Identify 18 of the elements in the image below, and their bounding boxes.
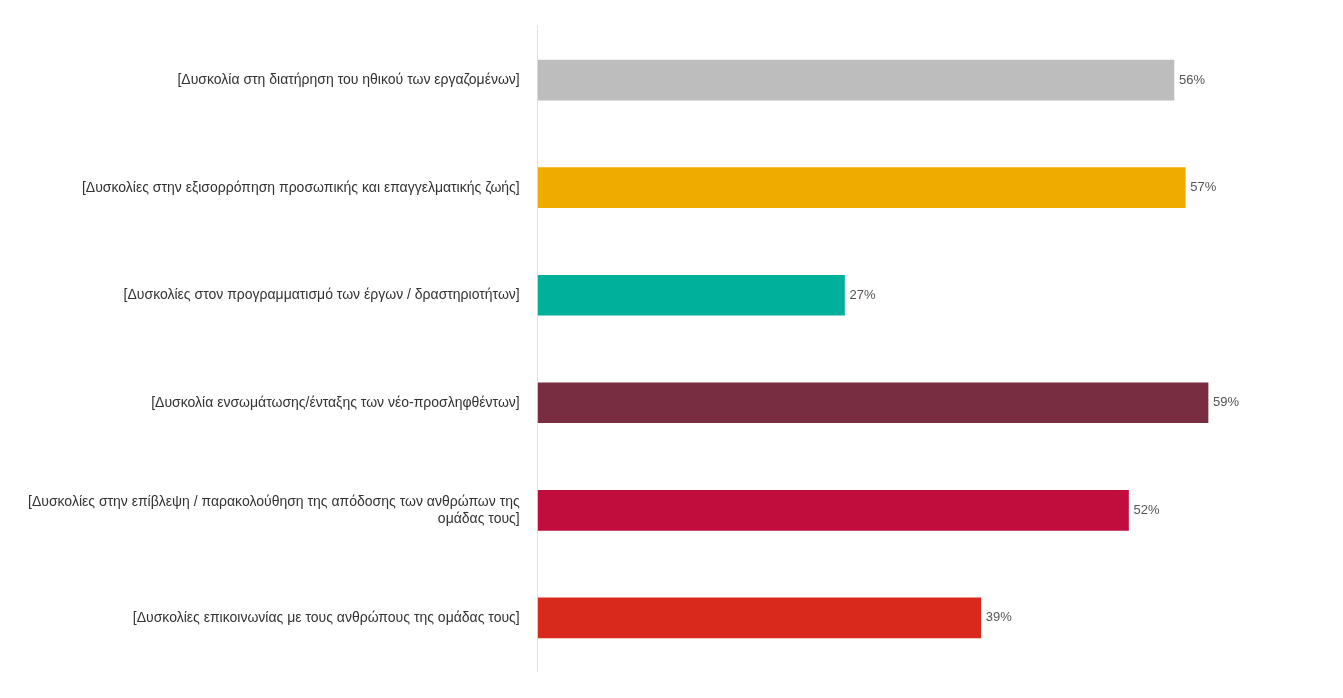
bar bbox=[537, 59, 1175, 101]
y-tick-label: [Δυσκολίες στον προγραμματισμό των έργων / δραστηριοτήτων] bbox=[123, 286, 520, 303]
y-tick-label: [Δυσκολία ενσωμάτωσης/ένταξης των νέο-προσληφθέντων] bbox=[151, 393, 520, 410]
bar bbox=[537, 489, 1129, 531]
data-label: 59% bbox=[1213, 394, 1240, 410]
data-label: 39% bbox=[985, 609, 1013, 625]
y-tick-label: [Δυσκολίες στην επίβλεψη / παρακολούθηση της απόδοσης των ανθρώπων της ομάδας τους] bbox=[28, 492, 520, 526]
y-tick-label: [Δυσκολίες επικοινωνίας με τους ανθρώπους της ομάδας τους] bbox=[132, 608, 520, 625]
data-label: 52% bbox=[1133, 501, 1160, 517]
data-label: 27% bbox=[849, 286, 876, 302]
bar bbox=[537, 597, 982, 639]
bar bbox=[537, 167, 1186, 209]
data-label: 56% bbox=[1178, 71, 1206, 87]
y-tick-label: [Δυσκολίες στην εξισορρόπηση προσωπικής και επαγγελματικής ζωής] bbox=[81, 178, 520, 195]
y-tick-label: [Δυσκολία στη διατήρηση του ηθικού των εργαζομένων] bbox=[177, 71, 520, 88]
bar bbox=[537, 382, 1209, 424]
bar bbox=[537, 274, 845, 316]
data-label: 57% bbox=[1190, 179, 1217, 195]
